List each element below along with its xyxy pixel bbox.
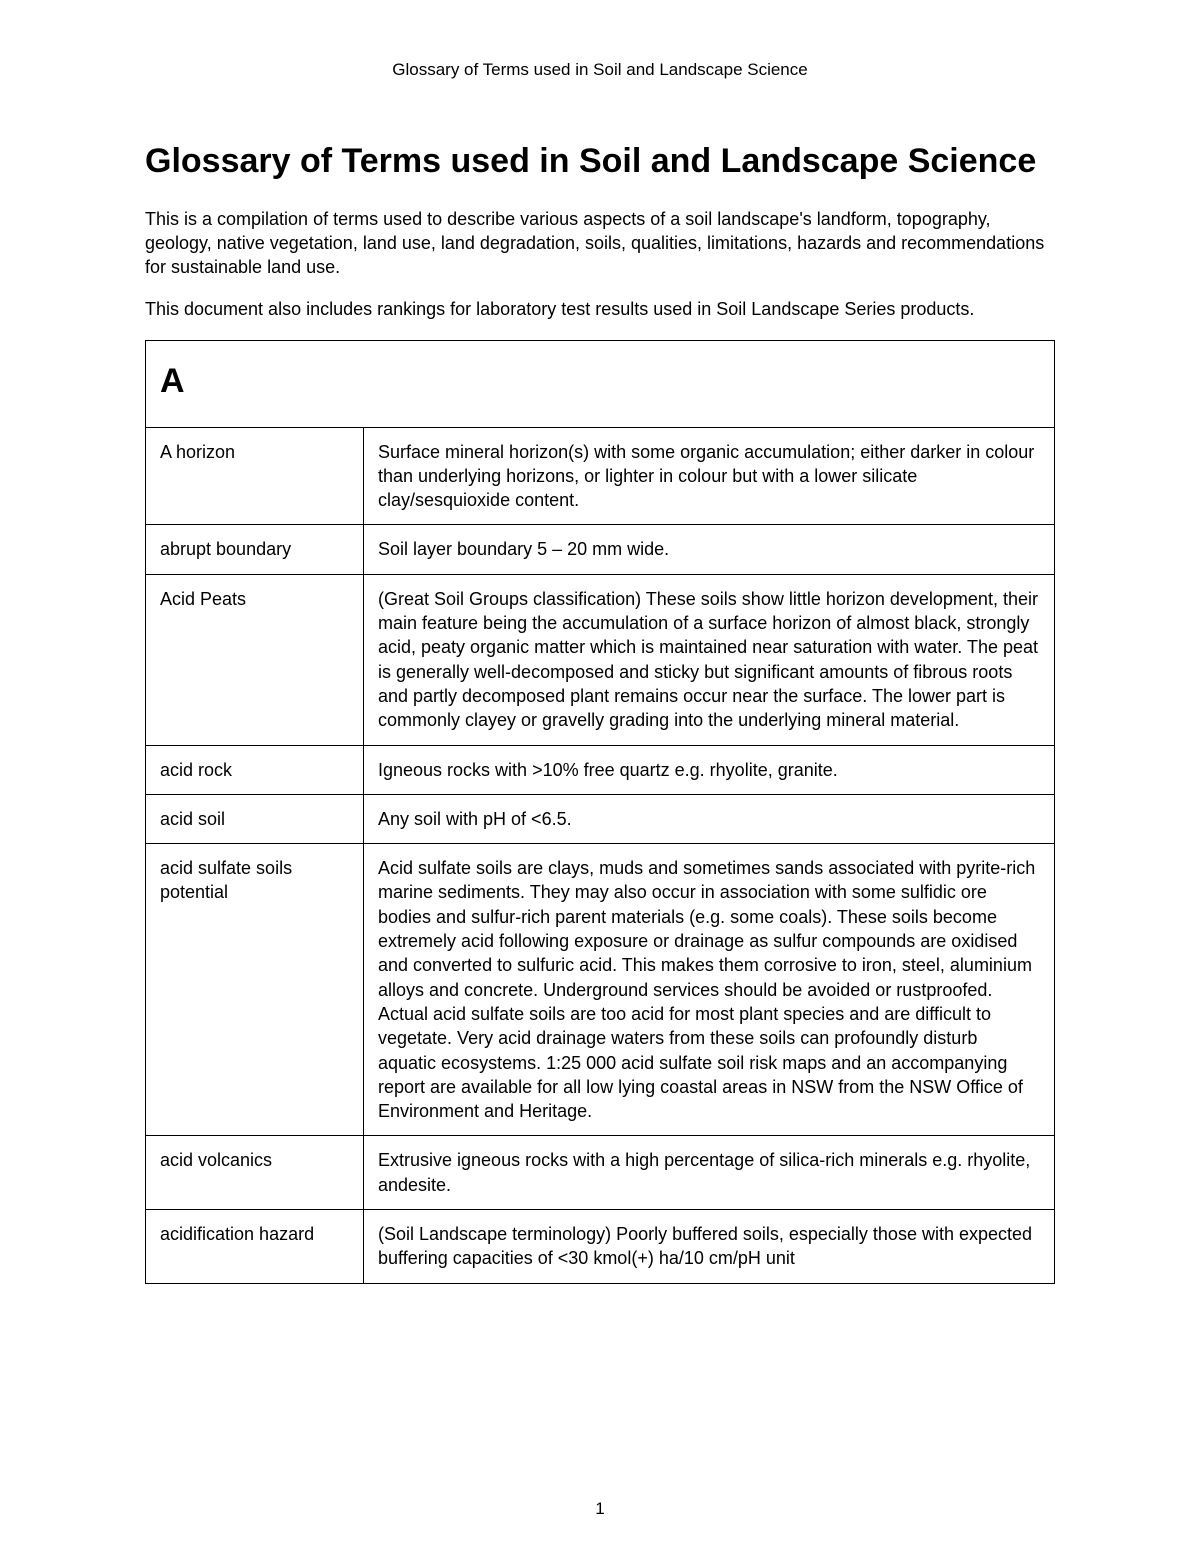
glossary-row: Acid Peats (Great Soil Groups classifica… <box>146 574 1055 745</box>
glossary-definition: Any soil with pH of <6.5. <box>364 794 1055 843</box>
glossary-definition: Surface mineral horizon(s) with some org… <box>364 427 1055 525</box>
section-header-row: A <box>146 340 1055 427</box>
glossary-term: acidification hazard <box>146 1210 364 1284</box>
glossary-definition: Soil layer boundary 5 – 20 mm wide. <box>364 525 1055 574</box>
glossary-row: abrupt boundary Soil layer boundary 5 – … <box>146 525 1055 574</box>
glossary-row: acid soil Any soil with pH of <6.5. <box>146 794 1055 843</box>
glossary-row: acid volcanics Extrusive igneous rocks w… <box>146 1136 1055 1210</box>
glossary-definition: (Soil Landscape terminology) Poorly buff… <box>364 1210 1055 1284</box>
glossary-definition: (Great Soil Groups classification) These… <box>364 574 1055 745</box>
glossary-term: acid volcanics <box>146 1136 364 1210</box>
section-letter: A <box>146 340 1055 427</box>
glossary-row: acid rock Igneous rocks with >10% free q… <box>146 745 1055 794</box>
glossary-row: A horizon Surface mineral horizon(s) wit… <box>146 427 1055 525</box>
glossary-definition: Extrusive igneous rocks with a high perc… <box>364 1136 1055 1210</box>
glossary-term: acid sulfate soils potential <box>146 844 364 1136</box>
page-number: 1 <box>0 1499 1200 1519</box>
glossary-term: acid soil <box>146 794 364 843</box>
running-header: Glossary of Terms used in Soil and Lands… <box>145 60 1055 80</box>
glossary-term: Acid Peats <box>146 574 364 745</box>
intro-paragraph-2: This document also includes rankings for… <box>145 297 1055 321</box>
intro-paragraph-1: This is a compilation of terms used to d… <box>145 207 1055 280</box>
glossary-term: acid rock <box>146 745 364 794</box>
glossary-definition: Igneous rocks with >10% free quartz e.g.… <box>364 745 1055 794</box>
glossary-definition: Acid sulfate soils are clays, muds and s… <box>364 844 1055 1136</box>
document-page: Glossary of Terms used in Soil and Lands… <box>0 0 1200 1553</box>
glossary-table: A A horizon Surface mineral horizon(s) w… <box>145 340 1055 1284</box>
glossary-term: abrupt boundary <box>146 525 364 574</box>
glossary-row: acidification hazard (Soil Landscape ter… <box>146 1210 1055 1284</box>
page-title: Glossary of Terms used in Soil and Lands… <box>145 140 1055 183</box>
glossary-term: A horizon <box>146 427 364 525</box>
glossary-row: acid sulfate soils potential Acid sulfat… <box>146 844 1055 1136</box>
